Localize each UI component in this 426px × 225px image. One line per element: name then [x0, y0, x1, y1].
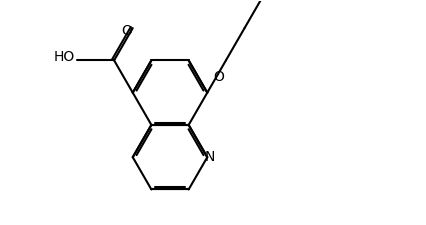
Text: N: N	[204, 150, 214, 164]
Text: HO: HO	[54, 50, 75, 64]
Text: O: O	[213, 70, 224, 83]
Text: O: O	[121, 24, 132, 38]
